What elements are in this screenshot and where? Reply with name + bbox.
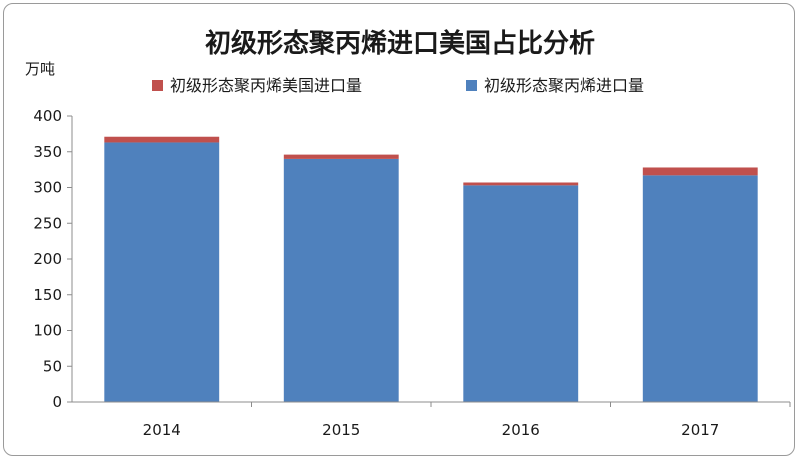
y-axis-unit-label: 万吨 (25, 60, 55, 78)
x-category-label: 2015 (322, 421, 360, 439)
y-tick-label: 50 (43, 357, 62, 375)
y-axis: 0 50 100 150 200 250 300 350 400 (33, 107, 73, 411)
x-category-label: 2016 (502, 421, 540, 439)
chart-title: 初级形态聚丙烯进口美国占比分析 (205, 28, 595, 59)
y-tick-label: 150 (33, 286, 62, 304)
bar-segment-total-import (642, 175, 758, 402)
y-tick-label: 200 (33, 250, 62, 268)
bar-segment-us-import (283, 154, 399, 159)
y-tick-label: 0 (52, 393, 62, 411)
legend-swatch (466, 80, 477, 91)
y-tick-label: 350 (33, 143, 62, 161)
y-tick-label: 400 (33, 107, 62, 125)
bar-segment-total-import (104, 142, 220, 402)
bar-segment-total-import (463, 185, 579, 402)
legend-swatch (152, 80, 163, 91)
x-category-label: 2014 (143, 421, 181, 439)
legend-label: 初级形态聚丙烯美国进口量 (170, 76, 362, 95)
y-tick-label: 100 (33, 322, 62, 340)
legend: 初级形态聚丙烯美国进口量 初级形态聚丙烯进口量 (152, 76, 644, 95)
x-category-label: 2017 (681, 421, 719, 439)
y-tick-label: 250 (33, 214, 62, 232)
legend-label: 初级形态聚丙烯进口量 (484, 76, 644, 95)
bars (104, 136, 758, 402)
bar-segment-us-import (463, 182, 579, 186)
bar-segment-us-import (642, 167, 758, 176)
bar-segment-us-import (104, 136, 220, 143)
x-axis: 2014 2015 2016 2017 (72, 401, 791, 439)
y-tick-label: 300 (33, 179, 62, 197)
bar-segment-total-import (283, 158, 399, 402)
